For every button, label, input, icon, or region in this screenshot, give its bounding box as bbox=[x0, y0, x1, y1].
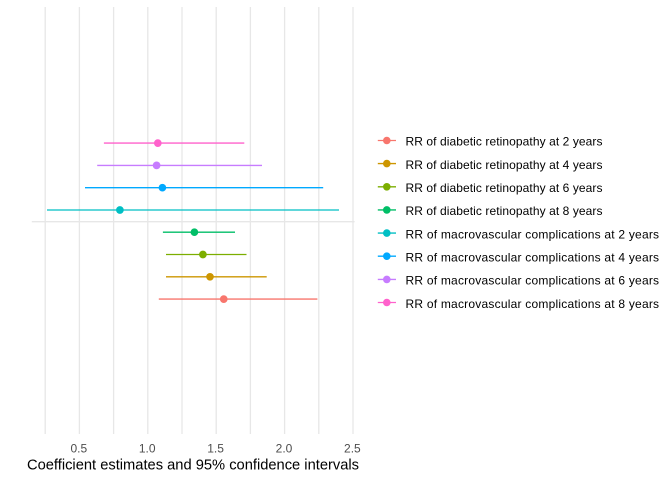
svg-text:RR of diabetic retinopathy at: RR of diabetic retinopathy at 4 years bbox=[406, 158, 603, 172]
svg-text:RR of macrovascular complicati: RR of macrovascular complications at 6 y… bbox=[406, 274, 660, 288]
svg-text:RR of diabetic retinopathy at: RR of diabetic retinopathy at 6 years bbox=[406, 181, 603, 195]
svg-text:2.5: 2.5 bbox=[344, 442, 361, 456]
svg-text:RR of diabetic retinopathy at: RR of diabetic retinopathy at 2 years bbox=[406, 135, 603, 149]
svg-text:RR of macrovascular complicati: RR of macrovascular complications at 8 y… bbox=[406, 297, 660, 311]
svg-text:RR of macrovascular complicati: RR of macrovascular complications at 2 y… bbox=[406, 227, 660, 241]
svg-text:RR of macrovascular complicati: RR of macrovascular complications at 4 y… bbox=[406, 251, 660, 265]
svg-text:1.0: 1.0 bbox=[139, 442, 156, 456]
svg-text:RR of diabetic retinopathy at: RR of diabetic retinopathy at 8 years bbox=[406, 204, 603, 218]
svg-text:2.0: 2.0 bbox=[276, 442, 293, 456]
svg-text:Coefficient estimates and 95%: Coefficient estimates and 95% confidence… bbox=[27, 458, 359, 474]
svg-text:1.5: 1.5 bbox=[207, 442, 224, 456]
svg-text:0.5: 0.5 bbox=[70, 442, 87, 456]
